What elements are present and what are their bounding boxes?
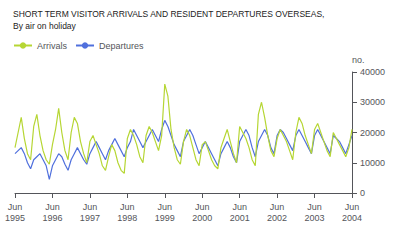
svg-text:2004: 2004 — [342, 213, 362, 223]
svg-text:1998: 1998 — [117, 213, 137, 223]
svg-text:2000: 2000 — [192, 213, 212, 223]
svg-text:Arrivals: Arrivals — [37, 41, 68, 51]
svg-text:30000: 30000 — [360, 97, 385, 107]
svg-text:20000: 20000 — [360, 128, 385, 138]
svg-text:Jun: Jun — [307, 202, 322, 212]
svg-text:SHORT TERM VISITOR ARRIVALS AN: SHORT TERM VISITOR ARRIVALS AND RESIDENT… — [13, 9, 324, 19]
svg-text:2002: 2002 — [267, 213, 287, 223]
svg-text:0: 0 — [360, 188, 365, 198]
svg-text:1995: 1995 — [5, 213, 25, 223]
svg-text:1999: 1999 — [155, 213, 175, 223]
svg-text:Jun: Jun — [8, 202, 23, 212]
svg-text:10000: 10000 — [360, 158, 385, 168]
svg-text:Jun: Jun — [195, 202, 210, 212]
svg-text:Jun: Jun — [120, 202, 135, 212]
svg-text:1996: 1996 — [42, 213, 62, 223]
svg-text:2001: 2001 — [230, 213, 250, 223]
svg-text:Jun: Jun — [158, 202, 173, 212]
svg-text:Jun: Jun — [270, 202, 285, 212]
svg-text:By air on holiday: By air on holiday — [13, 21, 77, 31]
svg-text:Jun: Jun — [232, 202, 247, 212]
svg-text:Jun: Jun — [83, 202, 98, 212]
svg-text:40000: 40000 — [360, 67, 385, 77]
svg-text:1997: 1997 — [80, 213, 100, 223]
svg-text:no.: no. — [352, 55, 365, 65]
svg-text:2003: 2003 — [305, 213, 325, 223]
svg-text:Departures: Departures — [99, 41, 144, 51]
svg-text:Jun: Jun — [345, 202, 360, 212]
svg-text:Jun: Jun — [45, 202, 60, 212]
